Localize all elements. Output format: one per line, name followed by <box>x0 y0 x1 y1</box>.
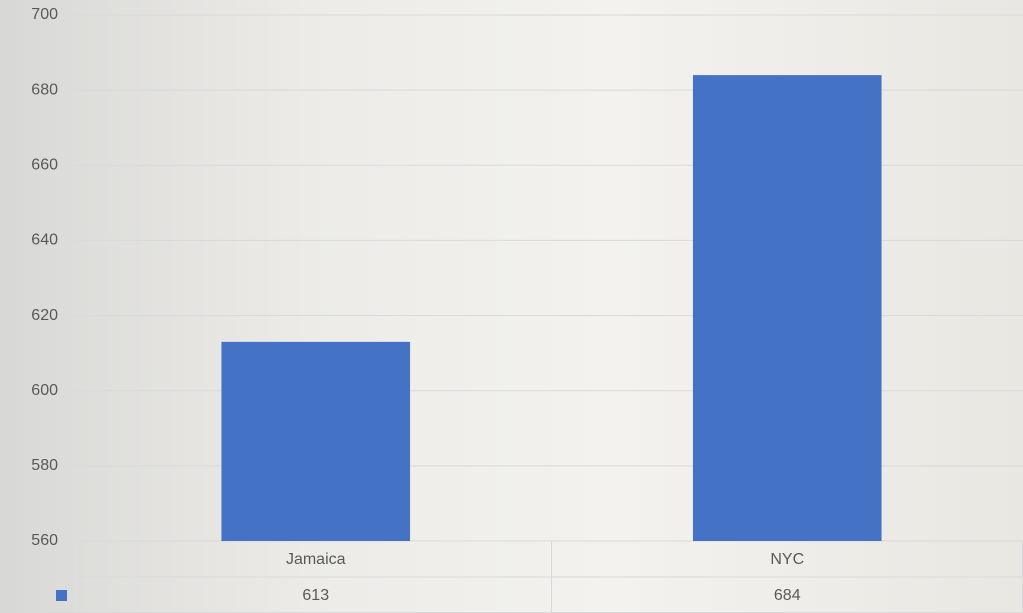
table-value: 613 <box>302 587 329 604</box>
y-tick-label: 580 <box>31 457 58 474</box>
bar <box>693 75 882 541</box>
y-tick-label: 620 <box>31 307 58 324</box>
y-tick-label: 600 <box>31 382 58 399</box>
y-tick-label: 560 <box>31 532 58 549</box>
legend-key <box>56 590 67 601</box>
table-value: 684 <box>774 587 801 604</box>
category-label: NYC <box>770 551 804 568</box>
y-tick-label: 680 <box>31 81 58 98</box>
y-tick-label: 640 <box>31 232 58 249</box>
chart: 560 580 600 620 640 660 680 700 Jamaica 613 NYC 684 <box>0 0 1023 613</box>
category-label: Jamaica <box>286 551 346 568</box>
page: 560 580 600 620 640 660 680 700 Jamaica 613 NYC 684… <box>0 0 1023 613</box>
y-tick-label: 700 <box>31 6 58 23</box>
bar <box>221 342 410 541</box>
y-tick-label: 660 <box>31 157 58 174</box>
